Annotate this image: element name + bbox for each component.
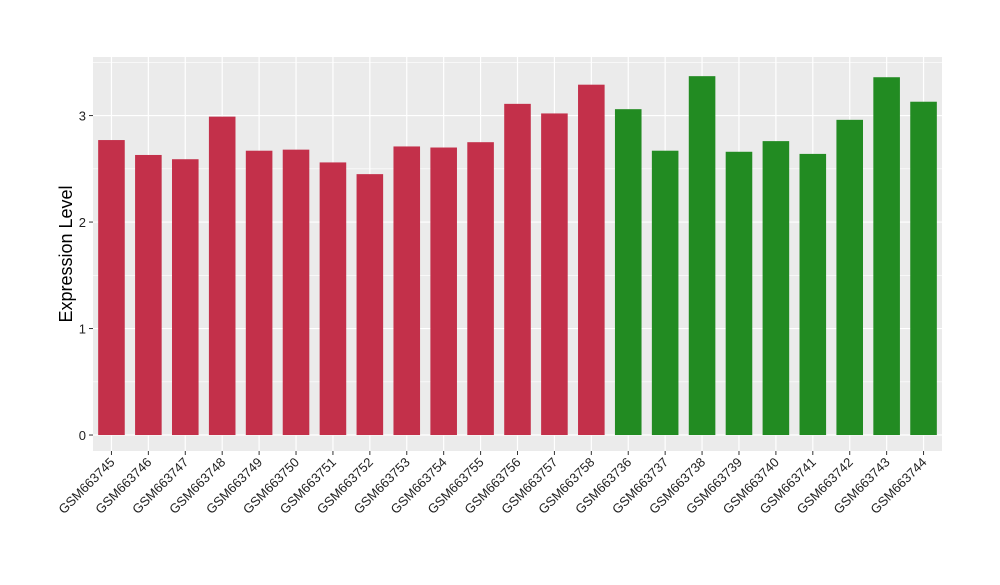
y-axis-label: Expression Level <box>56 185 76 322</box>
bar-GSM663745 <box>98 140 125 436</box>
bar-GSM663749 <box>245 150 273 436</box>
bar-GSM663757 <box>541 113 568 436</box>
y-tick-label: 2 <box>79 215 86 230</box>
bar-GSM663744 <box>910 101 937 436</box>
bar-GSM663756 <box>504 103 531 436</box>
bar-GSM663737 <box>651 150 679 436</box>
y-axis: 0 1 2 3 <box>79 109 93 443</box>
bar-GSM663752 <box>356 174 384 436</box>
y-tick-label: 3 <box>79 109 86 124</box>
bar-GSM663741 <box>799 153 827 436</box>
y-tick-label: 1 <box>79 322 86 337</box>
bar-GSM663754 <box>430 147 457 436</box>
bar-GSM663742 <box>836 119 864 436</box>
bar-GSM663746 <box>135 154 162 436</box>
x-axis: GSM663745GSM663746GSM663747GSM663748GSM6… <box>55 451 930 517</box>
bar-GSM663758 <box>578 84 605 436</box>
bar-GSM663739 <box>725 151 753 436</box>
bar-GSM663738 <box>688 76 716 436</box>
bar-GSM663740 <box>762 141 790 436</box>
bar-GSM663748 <box>208 116 236 436</box>
bar-GSM663736 <box>614 109 642 436</box>
bar-GSM663747 <box>171 159 199 436</box>
bar-GSM663750 <box>282 149 310 436</box>
y-tick-label: 0 <box>79 428 86 443</box>
bar-GSM663753 <box>393 146 421 436</box>
bar-GSM663743 <box>873 77 900 436</box>
bar-GSM663751 <box>319 162 347 436</box>
bar-GSM663755 <box>467 142 494 436</box>
bars <box>98 76 937 436</box>
